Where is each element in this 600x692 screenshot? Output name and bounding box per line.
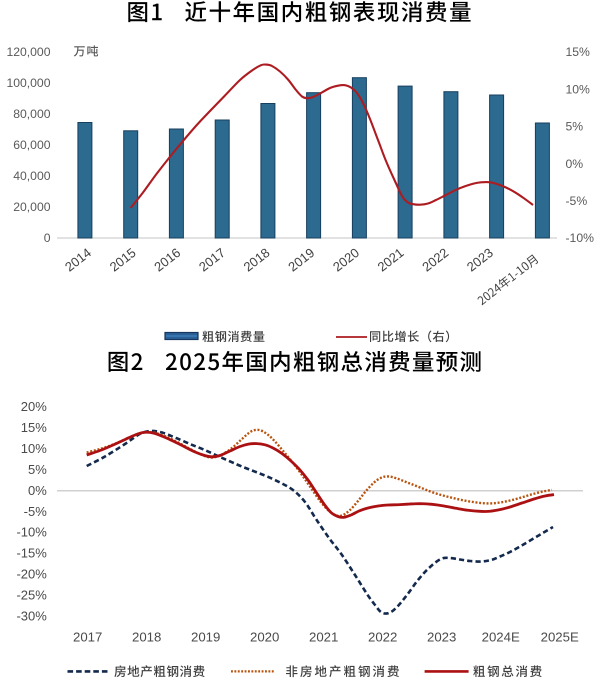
svg-text:-10%: -10% [566,231,595,245]
svg-text:80,000: 80,000 [13,107,50,121]
svg-text:10%: 10% [21,441,47,456]
svg-text:40,000: 40,000 [13,169,50,183]
svg-text:100,000: 100,000 [6,76,50,90]
svg-text:2017: 2017 [73,630,102,645]
svg-text:0%: 0% [28,483,47,498]
svg-text:120,000: 120,000 [6,45,50,59]
svg-text:2023: 2023 [427,630,456,645]
svg-text:2020: 2020 [250,630,279,645]
svg-text:5%: 5% [28,462,47,477]
svg-text:0: 0 [44,231,51,245]
svg-text:2025E: 2025E [541,630,579,645]
svg-text:2022: 2022 [368,630,397,645]
svg-text:-5%: -5% [24,504,48,519]
svg-text:15%: 15% [566,45,591,59]
svg-text:20,000: 20,000 [13,200,50,214]
svg-text:2024E: 2024E [482,630,520,645]
svg-text:-20%: -20% [16,567,47,582]
svg-text:10%: 10% [566,82,591,96]
svg-text:-10%: -10% [16,525,47,540]
svg-text:2021: 2021 [309,630,338,645]
svg-text:2018: 2018 [132,630,161,645]
svg-text:-5%: -5% [566,194,588,208]
svg-text:2019: 2019 [191,630,220,645]
svg-text:-30%: -30% [16,609,47,624]
svg-text:5%: 5% [566,120,584,134]
svg-text:60,000: 60,000 [13,138,50,152]
svg-text:-25%: -25% [16,588,47,603]
svg-text:15%: 15% [21,420,47,435]
svg-text:-15%: -15% [16,546,47,561]
svg-text:20%: 20% [21,399,47,414]
svg-text:0%: 0% [566,157,584,171]
